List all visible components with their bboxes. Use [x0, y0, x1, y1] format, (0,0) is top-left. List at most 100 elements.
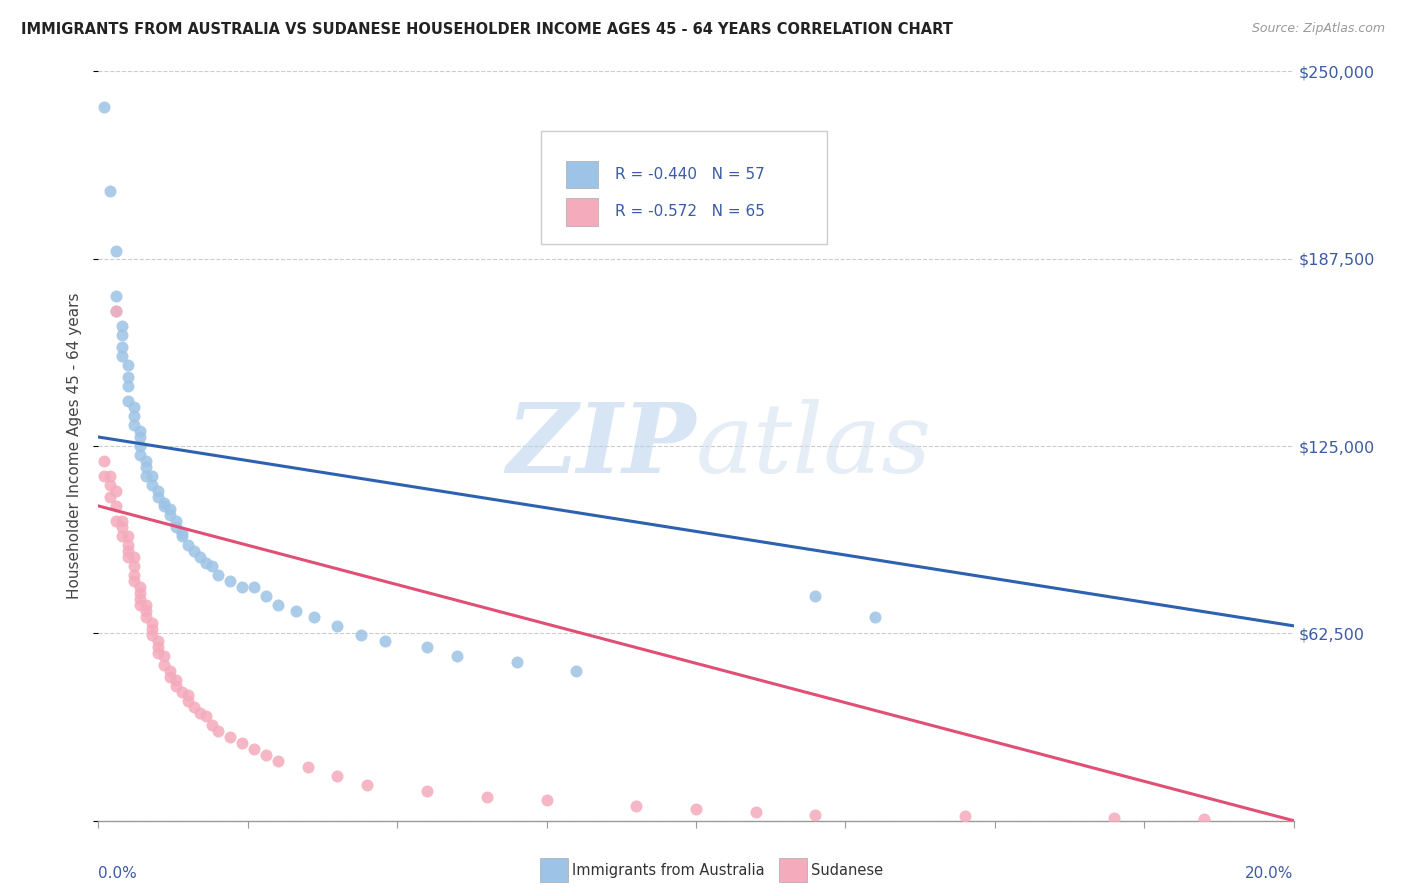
Point: [117, 370, 139, 384]
Point: [129, 439, 152, 453]
Point: [117, 379, 139, 393]
Point: [201, 558, 224, 573]
Point: [953, 809, 976, 823]
Point: [105, 289, 128, 303]
Text: Source: ZipAtlas.com: Source: ZipAtlas.com: [1251, 22, 1385, 36]
Point: [626, 798, 648, 813]
Point: [129, 580, 152, 594]
Point: [129, 424, 152, 438]
Point: [105, 304, 128, 318]
Point: [201, 717, 224, 731]
Point: [153, 657, 176, 672]
Point: [254, 747, 277, 762]
Point: [129, 448, 152, 462]
Point: [135, 598, 157, 612]
Point: [117, 358, 139, 372]
Point: [284, 604, 307, 618]
Point: [254, 589, 277, 603]
Point: [188, 549, 211, 564]
Point: [117, 529, 139, 543]
Point: [111, 349, 134, 363]
Point: [98, 469, 122, 483]
Point: [117, 394, 139, 409]
Point: [243, 580, 266, 594]
Point: [172, 529, 194, 543]
Point: [297, 760, 319, 774]
Text: 20.0%: 20.0%: [1246, 865, 1294, 880]
Point: [98, 184, 122, 198]
Point: [565, 664, 588, 678]
Text: Immigrants from Australia: Immigrants from Australia: [572, 863, 765, 878]
Point: [165, 673, 187, 687]
Point: [231, 736, 253, 750]
Point: [111, 340, 134, 354]
Point: [446, 648, 468, 663]
Point: [135, 610, 157, 624]
Point: [124, 549, 146, 564]
Point: [159, 508, 181, 522]
Point: [804, 807, 827, 822]
Point: [98, 478, 122, 492]
Point: [105, 499, 128, 513]
Point: [111, 514, 134, 528]
Point: [111, 328, 134, 343]
Text: R = -0.440   N = 57: R = -0.440 N = 57: [614, 167, 765, 182]
Point: [129, 598, 152, 612]
Point: [207, 723, 229, 738]
Text: R = -0.572   N = 65: R = -0.572 N = 65: [614, 204, 765, 219]
Point: [135, 454, 157, 468]
Point: [135, 604, 157, 618]
Point: [111, 529, 134, 543]
Point: [207, 567, 229, 582]
Point: [93, 469, 115, 483]
Point: [124, 409, 146, 423]
Point: [416, 783, 439, 797]
Point: [165, 679, 187, 693]
Point: [141, 478, 163, 492]
Point: [172, 525, 194, 540]
Point: [153, 496, 176, 510]
Point: [302, 610, 325, 624]
Point: [135, 460, 157, 475]
Point: [183, 699, 205, 714]
Point: [105, 514, 128, 528]
Point: [111, 319, 134, 334]
Point: [148, 640, 170, 654]
Point: [148, 633, 170, 648]
Point: [356, 778, 378, 792]
Point: [326, 619, 349, 633]
Point: [153, 648, 176, 663]
Point: [267, 598, 290, 612]
Point: [129, 591, 152, 606]
Point: [135, 469, 157, 483]
Point: [148, 483, 170, 498]
Point: [1192, 812, 1215, 826]
Point: [195, 708, 218, 723]
FancyBboxPatch shape: [565, 198, 598, 226]
Point: [93, 100, 115, 114]
Point: [536, 792, 558, 806]
Point: [105, 483, 128, 498]
Point: [804, 589, 827, 603]
Point: [153, 499, 176, 513]
Point: [129, 586, 152, 600]
Point: [177, 694, 200, 708]
Point: [124, 574, 146, 588]
Point: [141, 615, 163, 630]
Point: [117, 549, 139, 564]
Point: [129, 430, 152, 444]
Point: [124, 567, 146, 582]
Point: [105, 244, 128, 259]
Point: [506, 655, 529, 669]
Point: [243, 741, 266, 756]
Point: [141, 622, 163, 636]
Point: [124, 400, 146, 414]
FancyBboxPatch shape: [541, 131, 827, 244]
Point: [105, 304, 128, 318]
Point: [177, 688, 200, 702]
Point: [159, 502, 181, 516]
Point: [165, 514, 187, 528]
Point: [219, 574, 242, 588]
Point: [326, 769, 349, 783]
Text: atlas: atlas: [696, 399, 932, 493]
